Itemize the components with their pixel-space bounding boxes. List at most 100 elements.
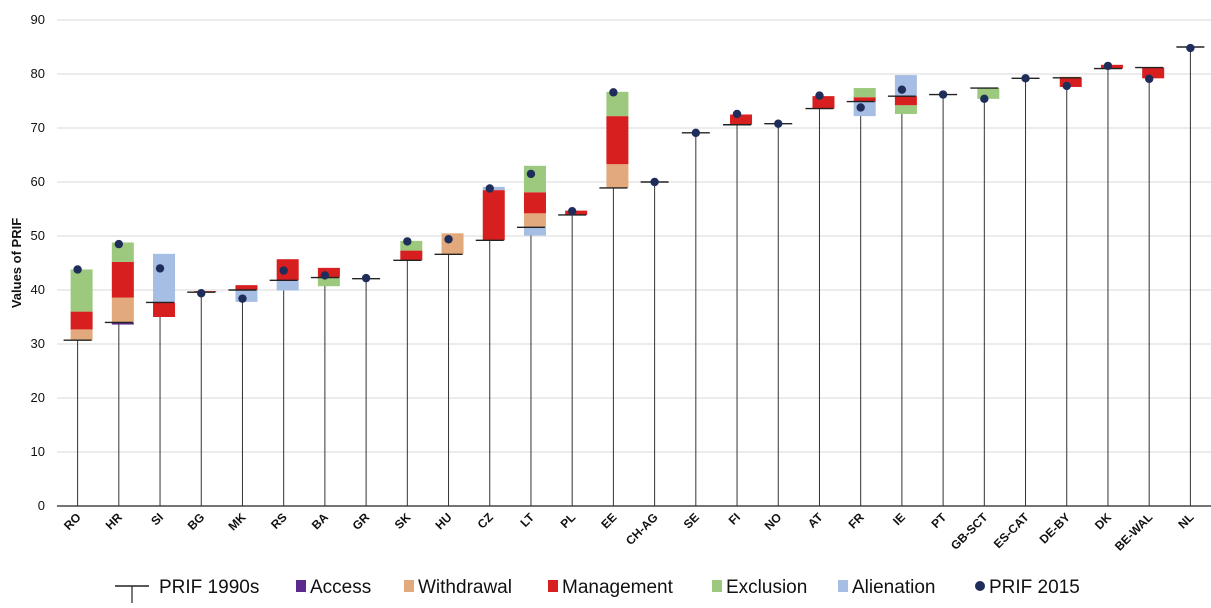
- exclusion-bar: [523, 165, 546, 193]
- x-tick-label: PL: [558, 510, 579, 531]
- x-tick-label: GR: [350, 510, 373, 533]
- x-tick-label: CH-AG: [623, 510, 661, 548]
- x-tick-label: BE-WAL: [1112, 510, 1155, 553]
- x-tick-label: EE: [598, 510, 619, 531]
- y-tick-label: 10: [31, 444, 45, 459]
- prif2015-point: [444, 235, 453, 244]
- prif2015-point: [155, 264, 165, 273]
- x-tick-label: DE-BY: [1037, 510, 1073, 546]
- x-tick-label: NL: [1175, 510, 1196, 531]
- legend-item-exclusion: Exclusion: [712, 577, 807, 598]
- legend-swatch: [296, 580, 306, 592]
- withdrawal-bar: [70, 329, 93, 341]
- legend-item-management: Management: [548, 577, 674, 598]
- management-bar: [111, 261, 134, 298]
- legend-label: Management: [562, 577, 674, 598]
- legend-label: PRIF 2015: [989, 577, 1080, 598]
- management-bar: [70, 311, 93, 330]
- y-tick-label: 0: [38, 498, 45, 513]
- alienation-bar: [153, 253, 176, 303]
- exclusion-bar: [977, 88, 1000, 99]
- access-bar: [111, 322, 134, 325]
- legend-label: Exclusion: [726, 577, 807, 598]
- legend-item-prif1990: PRIF 1990s: [115, 577, 259, 605]
- prif2015-point: [691, 128, 701, 138]
- prif2015-point: [1021, 74, 1030, 83]
- withdrawal-bar: [441, 233, 464, 255]
- legend-label: Alienation: [852, 577, 935, 598]
- prif2015-point: [1144, 74, 1154, 84]
- prif2015-point: [73, 265, 82, 274]
- x-tick-label: PT: [928, 510, 949, 531]
- legend-swatch-dot: [975, 581, 985, 591]
- y-tick-label: 60: [31, 174, 45, 189]
- legend: PRIF 1990s Access Withdrawal Management Excl…: [115, 577, 1080, 605]
- management-bar: [153, 302, 176, 317]
- prif2015-point: [238, 294, 247, 303]
- x-tick-label: MK: [225, 510, 248, 533]
- x-tick-label: HR: [103, 510, 125, 532]
- y-tick-label: 90: [31, 12, 45, 27]
- prif2015-point: [774, 119, 783, 128]
- prif2015-point: [609, 88, 618, 97]
- alienation-bar: [235, 290, 258, 302]
- prif2015-point: [732, 109, 742, 119]
- management-bar: [317, 267, 340, 278]
- prif2015-point: [526, 169, 536, 179]
- x-tick-label: AT: [805, 510, 826, 531]
- x-tick-label: FR: [846, 510, 867, 531]
- y-tick-label: 70: [31, 120, 45, 135]
- management-bar: [1142, 67, 1165, 79]
- y-tick-label: 80: [31, 66, 45, 81]
- management-bar: [853, 97, 876, 102]
- prif2015-point: [1062, 81, 1071, 91]
- exclusion-bar: [70, 269, 93, 312]
- management-bar: [400, 250, 423, 261]
- x-tick-label: SE: [681, 510, 702, 531]
- exclusion-bar: [606, 91, 629, 117]
- legend-label: Access: [310, 577, 371, 598]
- bars-layer: [63, 46, 1205, 506]
- legend-swatch: [548, 580, 558, 592]
- x-tick-label: RS: [268, 510, 290, 532]
- exclusion-bar: [400, 240, 423, 251]
- prif2015-point: [197, 289, 206, 298]
- management-bar: [235, 285, 258, 290]
- prif2015-point: [815, 91, 824, 100]
- y-tick-label: 40: [31, 282, 45, 297]
- prif2015-point: [485, 184, 494, 193]
- legend-item-alienation: Alienation: [838, 577, 935, 598]
- x-tick-label: HU: [432, 510, 454, 532]
- prif2015-point: [938, 90, 948, 99]
- x-tick-label: BA: [309, 510, 331, 532]
- x-tick-label: RO: [61, 510, 84, 533]
- management-bar: [812, 96, 835, 109]
- alienation-bar: [523, 227, 546, 236]
- management-bar: [482, 190, 505, 241]
- legend-swatch: [712, 580, 722, 592]
- legend-item-withdrawal: Withdrawal: [404, 577, 512, 598]
- x-tick-label: LT: [517, 510, 537, 530]
- legend-item-access: Access: [296, 577, 371, 598]
- exclusion-bar: [317, 277, 340, 287]
- y-tick-label: 20: [31, 390, 45, 405]
- y-axis-title: Values of PRIF: [9, 218, 24, 308]
- x-tick-label: ES-CAT: [991, 510, 1032, 551]
- management-bar: [523, 192, 546, 214]
- withdrawal-bar: [111, 297, 134, 323]
- management-bar: [894, 96, 917, 106]
- grid-layer: [57, 19, 1211, 507]
- legend-swatch: [838, 580, 848, 592]
- prif2015-point: [1186, 43, 1195, 53]
- prif2015-point: [897, 85, 907, 94]
- legend-label: Withdrawal: [418, 577, 512, 598]
- x-tick-label: DK: [1092, 510, 1114, 532]
- y-tick-label: 30: [31, 336, 45, 351]
- withdrawal-bar: [606, 164, 629, 188]
- prif2015-point: [980, 94, 989, 104]
- prif2015-point: [279, 266, 288, 275]
- exclusion-bar: [853, 88, 876, 98]
- x-tick-label: BG: [185, 510, 208, 533]
